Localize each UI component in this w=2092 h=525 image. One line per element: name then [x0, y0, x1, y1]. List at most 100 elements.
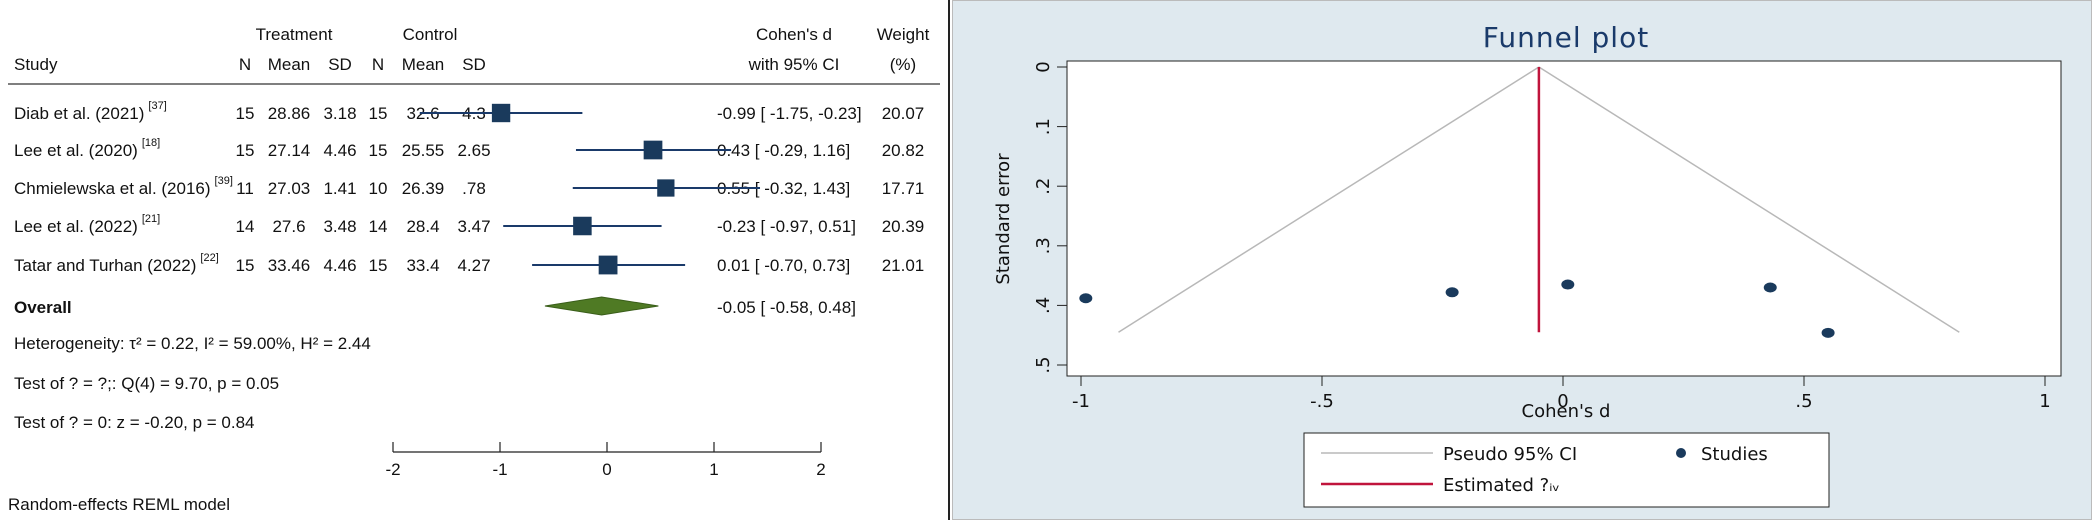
- study-ci-text: 0.43 [ -0.29, 1.16]: [717, 141, 850, 160]
- pseudo-ci-lines: [1118, 66, 1960, 333]
- header-c-n: N: [372, 55, 384, 74]
- study-ref: [18]: [142, 137, 160, 149]
- legend-box: [1303, 432, 1830, 508]
- forest-axis-tick-label: 1: [709, 460, 718, 479]
- study-c-sd: 4.27: [457, 256, 490, 275]
- study-t-sd: 1.41: [323, 179, 356, 198]
- header-weight: Weight: [877, 25, 930, 44]
- header-study: Study: [14, 55, 58, 74]
- test1-text: Test of ? = ?;: Q(4) = 9.70, p = 0.05: [14, 374, 279, 393]
- overall-diamond: [544, 296, 659, 316]
- x-axis-tick-label: -1: [1072, 391, 1090, 412]
- legend-studies-label: Studies: [1701, 444, 1768, 465]
- study-point: [1821, 327, 1835, 338]
- study-name: Diab et al. (2021): [14, 104, 144, 123]
- y-axis-tick-label: .1: [1033, 118, 1054, 135]
- test2-text: Test of ? = 0: z = -0.20, p = 0.84: [14, 413, 255, 432]
- study-name: Chmielewska et al. (2016): [14, 179, 211, 198]
- study-c-n: 15: [369, 256, 388, 275]
- study-c-sd: 3.47: [457, 217, 490, 236]
- study-point: [1079, 293, 1093, 304]
- overall-label: Overall: [14, 298, 72, 317]
- study-effect-marker: [598, 255, 618, 275]
- y-axis-tick-label: 0: [1033, 61, 1054, 72]
- study-t-sd: 3.18: [323, 104, 356, 123]
- study-t-mean: 28.86: [268, 104, 311, 123]
- study-t-sd: 3.48: [323, 217, 356, 236]
- study-weight: 20.39: [882, 217, 925, 236]
- study-effect-marker: [491, 103, 511, 123]
- study-ref: [21]: [142, 213, 160, 225]
- study-ci-text: 0.01 [ -0.70, 0.73]: [717, 256, 850, 275]
- study-name: Lee et al. (2020): [14, 141, 138, 160]
- study-c-mean: 25.55: [402, 141, 445, 160]
- study-t-n: 15: [236, 104, 255, 123]
- legend-estimate-label: Estimated ?ᵢᵥ: [1443, 475, 1560, 496]
- study-name: Lee et al. (2022): [14, 217, 138, 236]
- forest-plot-panel: Treatment Control Cohen's d Weight Study…: [0, 0, 950, 520]
- y-axis-tick-label: .4: [1033, 297, 1054, 314]
- forest-axis-tick-label: 2: [816, 460, 825, 479]
- forest-rows: Diab et al. (2021) [37] 15 28.86 3.18 15 32.6 4…: [14, 100, 924, 275]
- header-control: Control: [403, 25, 458, 44]
- x-axis-tick-label: .5: [1795, 391, 1812, 412]
- study-name: Tatar and Turhan (2022): [14, 256, 196, 275]
- study-point: [1763, 282, 1777, 293]
- study-t-mean: 33.46: [268, 256, 311, 275]
- x-axis-tick-label: 1: [2039, 391, 2050, 412]
- study-weight: 20.82: [882, 141, 925, 160]
- legend: Pseudo 95% CI Studies Estimated ?ᵢᵥ: [1303, 432, 1830, 508]
- pseudo-ci-line: [1538, 66, 1960, 333]
- header-cohens-d: Cohen's d: [756, 25, 832, 44]
- legend-studies-swatch: [1676, 448, 1686, 458]
- study-ci-text: -0.23 [ -0.97, 0.51]: [717, 217, 856, 236]
- header-t-sd: SD: [328, 55, 352, 74]
- header-t-mean: Mean: [268, 55, 311, 74]
- header-treatment: Treatment: [256, 25, 333, 44]
- study-c-sd: .78: [462, 179, 486, 198]
- study-ref: [39]: [215, 175, 233, 187]
- heterogeneity-text: Heterogeneity: τ² = 0.22, I² = 59.00%, H…: [14, 334, 371, 353]
- header-t-n: N: [239, 55, 251, 74]
- study-t-n: 15: [236, 256, 255, 275]
- study-c-n: 15: [369, 141, 388, 160]
- funnel-title: Funnel plot: [1483, 21, 1649, 54]
- header-with-ci: with 95% CI: [748, 55, 840, 74]
- study-t-sd: 4.46: [323, 256, 356, 275]
- funnel-plot: Funnel plot -1 -.5 0 .5 1 0 .1 .2 .3 .4 .5 Cohen'…: [993, 21, 2062, 508]
- header-c-mean: Mean: [402, 55, 445, 74]
- y-axis-label: Standard error: [993, 153, 1014, 285]
- x-axis-tick-label: 0: [1557, 391, 1568, 412]
- header-c-sd: SD: [462, 55, 486, 74]
- study-t-mean: 27.14: [268, 141, 311, 160]
- overall-ci: -0.05 [ -0.58, 0.48]: [717, 298, 856, 317]
- study-t-mean: 27.03: [268, 179, 311, 198]
- study-ref: [37]: [148, 100, 166, 112]
- funnel-plot-panel: Funnel plot -1 -.5 0 .5 1 0 .1 .2 .3 .4 .5 Cohen'…: [952, 0, 2092, 520]
- study-c-sd: 2.65: [457, 141, 490, 160]
- study-t-mean: 27.6: [272, 217, 305, 236]
- study-c-n: 15: [369, 104, 388, 123]
- study-c-n: 14: [369, 217, 388, 236]
- study-effect-marker: [657, 179, 675, 197]
- model-text: Random-effects REML model: [8, 495, 230, 514]
- forest-plot: Treatment Control Cohen's d Weight Study…: [8, 25, 940, 514]
- study-c-mean: 26.39: [402, 179, 445, 198]
- study-c-mean: 33.4: [406, 256, 439, 275]
- pseudo-ci-line: [1118, 66, 1540, 333]
- study-effect-marker: [643, 140, 663, 160]
- study-t-sd: 4.46: [323, 141, 356, 160]
- header-weight-unit: (%): [890, 55, 916, 74]
- forest-axis-tick-label: -2: [385, 460, 400, 479]
- study-ref: [22]: [200, 252, 218, 264]
- study-point: [1561, 279, 1575, 290]
- forest-axis-tick-label: 0: [602, 460, 611, 479]
- study-c-n: 10: [369, 179, 388, 198]
- study-ci-text: 0.55 [ -0.32, 1.43]: [717, 179, 850, 198]
- study-effect-marker: [573, 216, 592, 236]
- x-axis-tick-label: -.5: [1310, 391, 1334, 412]
- study-points: [1079, 279, 1835, 338]
- y-axis-tick-label: .2: [1033, 178, 1054, 195]
- study-t-n: 11: [236, 179, 254, 198]
- study-weight: 20.07: [882, 104, 925, 123]
